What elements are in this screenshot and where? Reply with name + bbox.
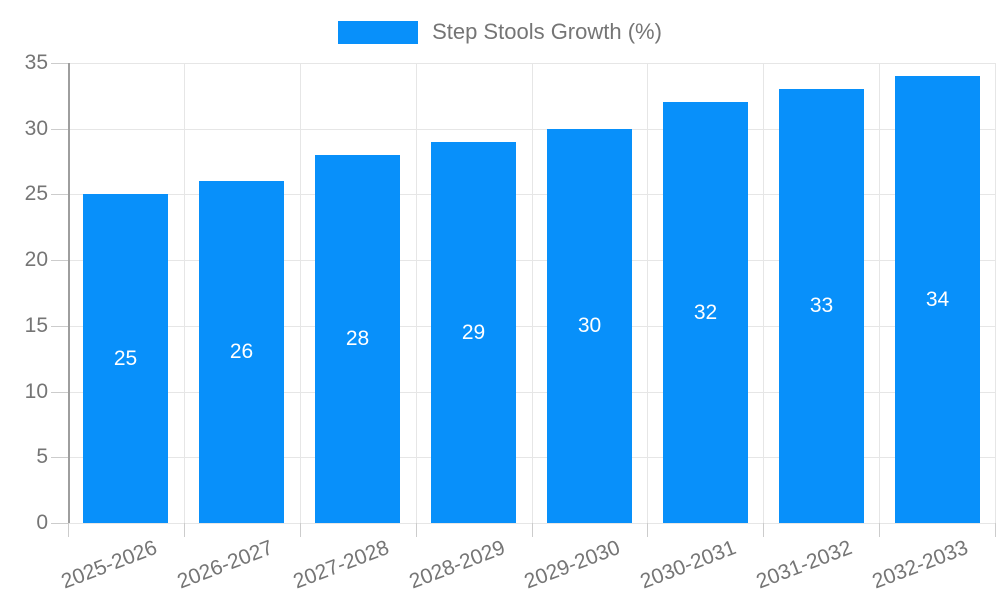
gridline-vertical xyxy=(184,63,185,523)
y-axis-tick-label: 0 xyxy=(36,511,48,534)
gridline-vertical xyxy=(995,63,996,523)
gridline-vertical xyxy=(647,63,648,523)
gridline-horizontal xyxy=(68,326,995,327)
y-axis-line xyxy=(68,63,70,523)
gridline-horizontal xyxy=(68,129,995,130)
legend-swatch xyxy=(338,20,419,44)
gridline-horizontal xyxy=(68,63,995,64)
bar[interactable]: 34 xyxy=(895,76,980,523)
bar[interactable]: 28 xyxy=(315,155,400,523)
bar-value-label: 25 xyxy=(113,346,138,370)
gridline-horizontal xyxy=(68,523,995,524)
y-axis-tick xyxy=(51,457,68,458)
bar-value-label: 32 xyxy=(693,300,718,324)
gridline-vertical xyxy=(763,63,764,523)
gridline-horizontal xyxy=(68,457,995,458)
y-axis-tick xyxy=(51,392,68,393)
bar[interactable]: 25 xyxy=(83,194,168,523)
x-axis-tick xyxy=(763,523,764,537)
y-axis-tick-label: 25 xyxy=(24,182,48,205)
bar-value-label: 33 xyxy=(809,294,834,317)
x-axis-tick xyxy=(532,523,533,537)
bar-value-label: 29 xyxy=(461,320,486,344)
bar[interactable]: 26 xyxy=(199,181,284,523)
y-axis-tick xyxy=(51,260,68,261)
y-axis-tick xyxy=(51,129,68,130)
bar-value-label: 26 xyxy=(229,340,254,363)
y-axis-tick-label: 5 xyxy=(36,445,48,468)
legend-label: Step Stools Growth (%) xyxy=(432,19,662,44)
bar[interactable]: 32 xyxy=(663,102,748,523)
bar-value-label: 28 xyxy=(345,327,370,350)
gridline-vertical xyxy=(879,63,880,523)
bar[interactable]: 30 xyxy=(547,129,632,523)
y-axis-tick-label: 15 xyxy=(24,314,48,337)
y-axis-tick xyxy=(51,326,68,327)
gridline-vertical xyxy=(532,63,533,523)
bar[interactable]: 33 xyxy=(779,89,864,523)
y-axis-tick-label: 35 xyxy=(24,51,48,74)
y-axis-tick-label: 30 xyxy=(24,117,48,140)
gridline-horizontal xyxy=(68,194,995,195)
x-axis-tick xyxy=(879,523,880,537)
bar-value-label: 30 xyxy=(577,314,602,337)
y-axis-tick xyxy=(51,63,68,64)
x-axis-tick xyxy=(300,523,301,537)
bar[interactable]: 29 xyxy=(431,142,516,523)
x-axis-tick xyxy=(68,523,69,537)
gridline-horizontal xyxy=(68,260,995,261)
y-axis-tick xyxy=(51,523,68,524)
y-axis-tick-label: 20 xyxy=(24,248,48,271)
y-axis-tick-label: 10 xyxy=(24,380,48,403)
y-axis-tick xyxy=(51,194,68,195)
gridline-vertical xyxy=(300,63,301,523)
legend[interactable]: Step Stools Growth (%) xyxy=(0,19,1000,45)
x-axis-tick xyxy=(995,523,996,537)
x-axis-tick xyxy=(416,523,417,537)
gridline-vertical xyxy=(416,63,417,523)
x-axis-tick xyxy=(184,523,185,537)
x-axis-tick xyxy=(647,523,648,537)
bar-value-label: 34 xyxy=(925,287,950,311)
gridline-horizontal xyxy=(68,392,995,393)
